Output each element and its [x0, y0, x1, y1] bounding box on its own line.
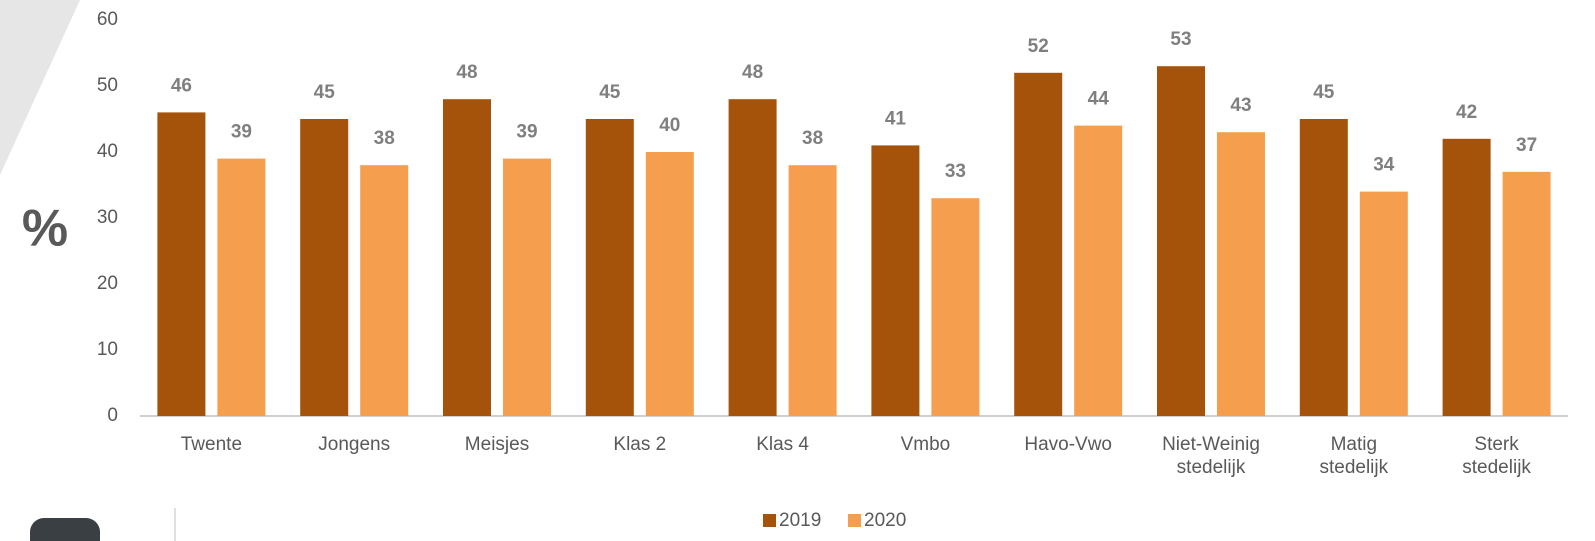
value-label: 48 [456, 62, 477, 83]
value-label: 53 [1170, 29, 1191, 50]
bar [585, 119, 634, 416]
value-label: 44 [1088, 89, 1110, 110]
decoration [0, 0, 80, 175]
bar [788, 165, 837, 416]
legend-swatch [848, 514, 861, 527]
bar [217, 158, 266, 416]
x-tick-label: Jongens [318, 434, 391, 455]
value-label: 45 [1313, 82, 1335, 103]
y-tick-label: 60 [97, 9, 118, 30]
x-tick-label: Twente [180, 434, 243, 455]
bar [1299, 119, 1348, 416]
value-label: 38 [374, 128, 395, 149]
bar [443, 99, 491, 416]
x-tick-label: Meisjes [464, 434, 530, 455]
value-label: 43 [1230, 95, 1251, 116]
x-tick-label: Havo-Vwo [1024, 434, 1113, 455]
y-tick-label: 30 [97, 207, 118, 228]
value-label: 40 [659, 115, 680, 136]
value-label: 45 [599, 82, 621, 103]
value-label: 39 [516, 122, 537, 143]
y-tick-label: 50 [97, 75, 118, 96]
bar [1074, 125, 1123, 416]
bar [1359, 191, 1408, 416]
bar [728, 99, 777, 416]
value-label: 42 [1456, 102, 1477, 123]
bar [931, 198, 980, 416]
y-tick-label: 40 [97, 141, 118, 162]
y-tick-label: 10 [97, 339, 118, 360]
value-label: 45 [314, 82, 336, 103]
bar [1502, 171, 1551, 416]
value-label: 37 [1516, 135, 1537, 156]
x-tick-label: Matig stedelijk [1319, 434, 1389, 478]
x-tick-label: Niet-Weinig stedelijk [1162, 434, 1260, 478]
value-label: 46 [171, 75, 192, 96]
value-label: 48 [742, 62, 763, 83]
bar [871, 145, 920, 416]
value-label: 39 [231, 122, 252, 143]
legend-label: 2019 [779, 510, 821, 531]
bar [1014, 72, 1063, 417]
y-tick-label: 0 [107, 405, 118, 426]
x-tick-label: Sterk stedelijk [1462, 434, 1531, 478]
value-label: 38 [802, 128, 823, 149]
bar [1442, 138, 1491, 417]
x-tick-label: Klas 2 [613, 434, 667, 455]
y-axis-label: % [22, 200, 68, 258]
value-label: 41 [885, 108, 907, 129]
bar [503, 158, 551, 416]
bar [1157, 66, 1205, 416]
legend-swatch [763, 514, 776, 527]
legend-label: 2020 [864, 510, 906, 531]
value-label: 34 [1373, 155, 1395, 176]
bar [1217, 132, 1265, 416]
bar [300, 119, 349, 416]
value-label: 52 [1028, 36, 1049, 57]
bar [360, 165, 409, 416]
x-tick-label: Klas 4 [756, 434, 809, 455]
bar [645, 152, 694, 416]
value-label: 33 [945, 161, 966, 182]
y-tick-label: 20 [97, 273, 118, 294]
logo [30, 518, 100, 541]
x-tick-label: Vmbo [900, 434, 951, 455]
bar [157, 112, 206, 417]
